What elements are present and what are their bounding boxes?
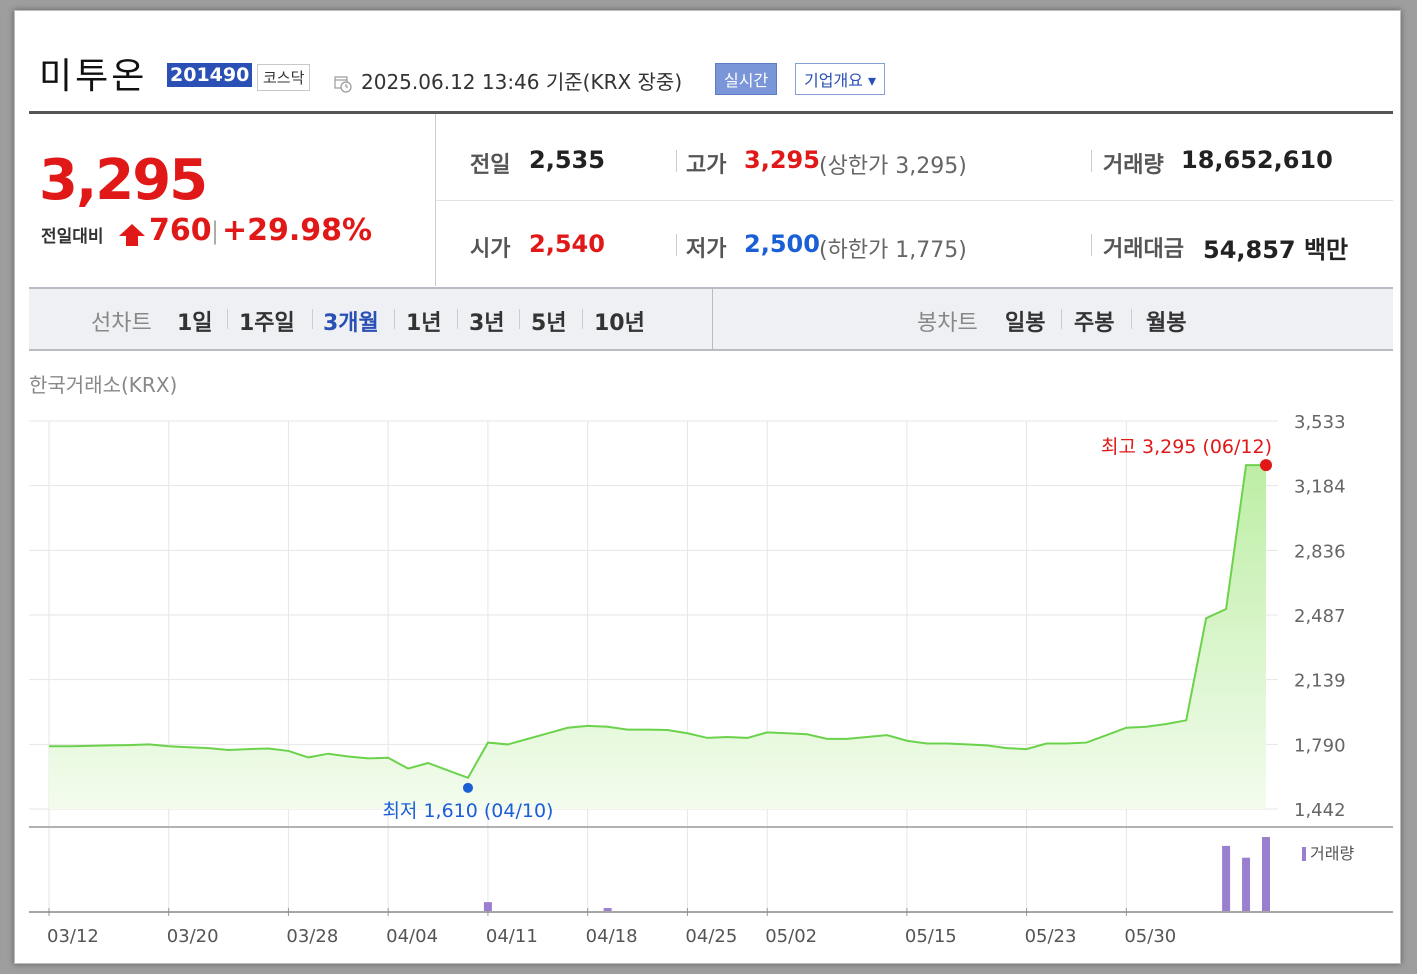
x-tick-label: 04/11 [486, 926, 538, 947]
y-tick-label: 3,184 [1294, 477, 1346, 498]
stat-separator [1091, 150, 1092, 172]
open-value: 2,540 [529, 230, 605, 258]
data-source: 한국거래소(KRX) [29, 373, 178, 397]
tab-separator [582, 309, 583, 329]
stats-divider [436, 200, 1393, 201]
tab-separator [457, 309, 458, 329]
volume-value: 18,652,610 [1181, 146, 1333, 174]
change-separator: | [211, 217, 220, 245]
tab-3m[interactable]: 3개월 [323, 311, 379, 336]
tab-10y[interactable]: 10년 [594, 311, 645, 336]
max-label: 최고 3,295 (06/12) [1101, 436, 1272, 458]
x-tick-label: 05/02 [765, 926, 817, 947]
tabs-divider [712, 289, 713, 349]
tab-weekly[interactable]: 주봉 [1074, 311, 1115, 336]
tab-separator [1131, 309, 1132, 329]
compare-label: 전일대비 [41, 227, 104, 247]
x-tick-label: 04/04 [386, 926, 438, 947]
stock-header: 미투온 201490 코스닥 2025.06.12 13:46 기준(KRX 장… [29, 19, 1393, 114]
price-line [49, 464, 1266, 780]
realtime-button[interactable]: 실시간 [715, 63, 778, 95]
tab-1d[interactable]: 1일 [177, 311, 213, 336]
up-arrow-icon [119, 224, 145, 246]
volume-bar [603, 908, 612, 911]
x-tick-label: 03/20 [167, 926, 219, 947]
volume-label: 거래량 [1103, 153, 1164, 178]
y-tick-label: 3,533 [1294, 412, 1346, 433]
upper-limit: (상한가 3,295) [819, 154, 967, 179]
stat-separator [676, 234, 677, 256]
price-change-percent: +29.98% [222, 213, 373, 248]
x-tick-label: 03/12 [47, 926, 99, 947]
min-point [462, 782, 473, 793]
stat-separator [676, 150, 677, 172]
line-chart-label: 선차트 [91, 311, 152, 336]
market-badge: 코스닥 [257, 64, 311, 91]
x-tick-label: 03/28 [286, 926, 338, 947]
y-tick-label: 2,836 [1294, 541, 1346, 562]
tab-separator [519, 309, 520, 329]
y-tick-label: 1,442 [1294, 800, 1346, 821]
tab-separator [227, 309, 228, 329]
tab-monthly[interactable]: 월봉 [1146, 311, 1187, 336]
stock-widget: 미투온 201490 코스닥 2025.06.12 13:46 기준(KRX 장… [14, 10, 1401, 964]
volume-bar [1242, 857, 1251, 911]
x-tick-label: 05/23 [1025, 926, 1077, 947]
stock-code[interactable]: 201490 [167, 63, 253, 87]
calendar-clock-icon [334, 76, 352, 93]
stats-panel: 전일 2,535 고가 3,295 (상한가 3,295) 거래량 18,652… [436, 114, 1393, 286]
price-chart: 3,533 3,184 2,836 2,487 2,139 1,790 1,442 03/12… [29, 412, 1393, 947]
price-change: 760 [149, 213, 212, 248]
lower-limit: (하한가 1,775) [819, 238, 967, 263]
high-label: 고가 [686, 153, 727, 178]
open-label: 시가 [470, 237, 511, 262]
y-tick-label: 2,139 [1294, 671, 1346, 692]
high-value: 3,295 [744, 146, 820, 174]
stat-separator [1091, 234, 1092, 256]
price-area [49, 465, 1266, 809]
x-tick-label: 05/15 [905, 926, 957, 947]
x-tick-label: 04/25 [685, 926, 737, 947]
tab-daily[interactable]: 일봉 [1005, 311, 1046, 336]
volume-bar [1222, 845, 1231, 911]
tab-5y[interactable]: 5년 [531, 311, 567, 336]
trade-amount-label: 거래대금 [1103, 237, 1184, 262]
timestamp: 2025.06.12 13:46 기준(KRX 장중) [361, 70, 683, 94]
company-info-dropdown[interactable]: 기업개요 ▾ [795, 63, 885, 95]
y-tick-label: 2,487 [1294, 606, 1346, 627]
volume-bar [483, 902, 492, 911]
volume-legend-swatch [1302, 847, 1306, 861]
tab-1y[interactable]: 1년 [406, 311, 442, 336]
tab-3y[interactable]: 3년 [469, 311, 505, 336]
stock-name: 미투온 [39, 56, 148, 97]
price-panel: 3,295 전일대비 760 | +29.98% [29, 114, 436, 286]
y-tick-label: 1,790 [1294, 735, 1346, 756]
tab-separator [1061, 309, 1062, 329]
tab-separator [312, 309, 313, 329]
x-tick-label: 05/30 [1124, 926, 1176, 947]
volume-bar [1262, 837, 1270, 911]
low-value: 2,500 [744, 230, 820, 258]
tab-separator [394, 309, 395, 329]
candle-chart-label: 봉차트 [917, 311, 978, 336]
trade-amount-value: 54,857 백만 [1203, 236, 1349, 264]
low-label: 저가 [686, 237, 727, 262]
current-price: 3,295 [39, 148, 208, 213]
min-label: 최저 1,610 (04/10) [382, 800, 553, 822]
chart-tabs: 선차트 1일 1주일 3개월 1년 3년 5년 10년 봉차트 일봉 주봉 월봉 [29, 287, 1393, 351]
tab-1w[interactable]: 1주일 [239, 311, 295, 336]
volume-legend-label: 거래량 [1310, 844, 1354, 863]
x-tick-label: 04/18 [586, 926, 638, 947]
prev-close-value: 2,535 [529, 146, 605, 174]
prev-close-label: 전일 [470, 153, 511, 178]
max-point [1260, 459, 1272, 472]
